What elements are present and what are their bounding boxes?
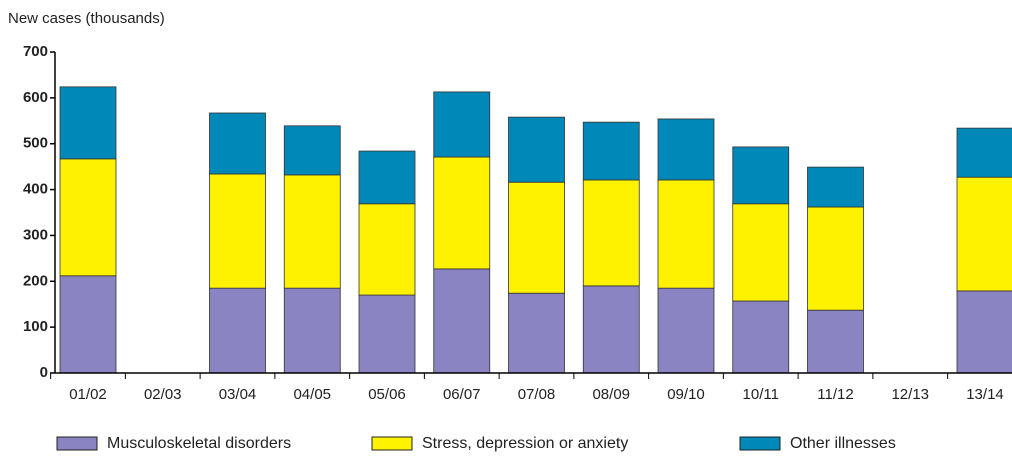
bar-segment xyxy=(209,112,266,175)
x-tick-label: 08/09 xyxy=(592,386,630,403)
bar-segment xyxy=(59,158,117,277)
bar-segment xyxy=(582,179,640,287)
bar-segment xyxy=(283,125,341,176)
bar-segment xyxy=(433,91,491,158)
x-tick-label: 06/07 xyxy=(443,386,481,403)
x-tick-label: 01/02 xyxy=(69,386,107,403)
bar-segment xyxy=(358,294,416,374)
y-tick-label: 600 xyxy=(23,89,48,106)
x-tick-label: 12/13 xyxy=(891,386,929,403)
bar-segment xyxy=(358,203,416,296)
bar-segment xyxy=(59,275,117,374)
bar-segment xyxy=(582,121,640,181)
bar-segment xyxy=(807,309,864,374)
bar-segment xyxy=(732,203,790,302)
bar-segment xyxy=(807,166,864,208)
legend-swatch xyxy=(739,436,781,451)
bar-segment xyxy=(582,285,640,374)
bar-segment xyxy=(508,116,565,183)
y-tick-label: 500 xyxy=(23,135,48,152)
x-tick-label: 09/10 xyxy=(667,386,705,403)
legend-label: Stress, depression or anxiety xyxy=(422,435,628,452)
bar-segment xyxy=(358,150,416,205)
bar-segment xyxy=(956,176,1012,292)
y-tick-label: 400 xyxy=(23,181,48,198)
x-tick-label: 03/04 xyxy=(219,386,257,403)
bar-segment xyxy=(732,146,790,205)
x-tick-label: 02/03 xyxy=(144,386,182,403)
bar-segment xyxy=(956,127,1012,178)
x-tick-label: 11/12 xyxy=(817,386,853,403)
legend-label: Musculoskeletal disorders xyxy=(107,435,291,452)
y-axis-label: New cases (thousands) xyxy=(8,10,165,27)
legend-label: Other illnesses xyxy=(790,435,896,452)
bar-segment xyxy=(283,287,341,374)
bar-segment xyxy=(283,174,341,289)
bar-segment xyxy=(508,181,565,294)
y-tick-label: 0 xyxy=(40,364,48,381)
y-tick-label: 200 xyxy=(23,272,48,289)
x-tick-label: 04/05 xyxy=(293,386,331,403)
bar-segment xyxy=(956,290,1012,374)
y-tick-label: 100 xyxy=(23,318,48,335)
x-tick-label: 13/14 xyxy=(966,386,1004,403)
legend-swatch xyxy=(371,436,413,451)
bar-segment xyxy=(59,86,117,160)
x-tick-label: 05/06 xyxy=(368,386,406,403)
bar-segment xyxy=(732,300,790,374)
bar-segment xyxy=(657,287,715,374)
legend-swatch xyxy=(56,436,98,451)
bar-segment xyxy=(209,287,266,374)
bar-segment xyxy=(657,179,715,289)
x-tick-label: 10/11 xyxy=(743,386,779,403)
x-tick-label: 07/08 xyxy=(518,386,556,403)
bar-segment xyxy=(433,156,491,270)
bar-segment xyxy=(657,118,715,181)
y-tick-label: 700 xyxy=(23,43,48,60)
bar-segment xyxy=(433,268,491,374)
bar-segment xyxy=(209,173,266,289)
y-tick-label: 300 xyxy=(23,226,48,243)
bar-segment xyxy=(508,292,565,374)
bar-segment xyxy=(807,206,864,311)
